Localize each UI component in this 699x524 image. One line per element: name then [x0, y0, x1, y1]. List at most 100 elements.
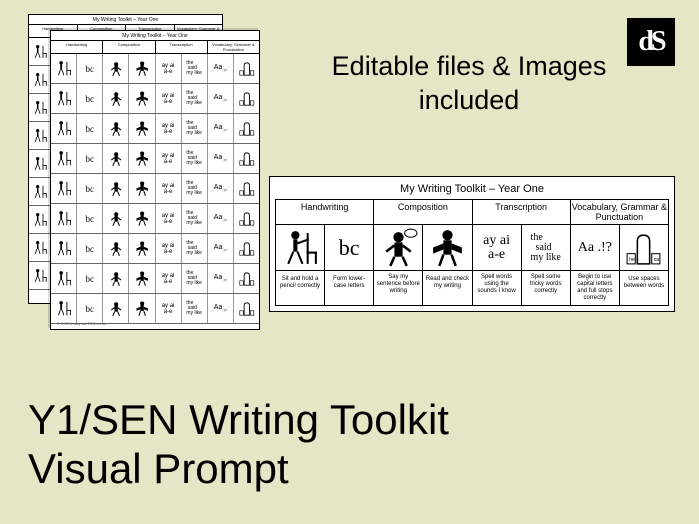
cell-label: Sit and hold a pencil correctly: [276, 271, 324, 295]
page-front-title: My Writing Toolkit – Year One: [51, 31, 259, 41]
mini-bc-icon: bc: [77, 54, 103, 83]
mini-bc-icon: bc: [77, 204, 103, 233]
mini-sit-icon: [51, 264, 77, 293]
mini-aa-icon: Aa.!?: [208, 114, 234, 143]
mini-think-icon: [103, 174, 129, 203]
strip-header: Transcription: [473, 200, 571, 225]
cell-label: Use spaces between words: [620, 271, 668, 295]
mini-aa-icon: Aa.!?: [208, 204, 234, 233]
mini-space-icon: [234, 144, 259, 173]
mini-aa-icon: Aa.!?: [208, 174, 234, 203]
strip-title: My Writing Toolkit – Year One: [275, 182, 669, 199]
subtitle-text: Editable files & Images included: [329, 50, 609, 118]
brand-logo: dS: [627, 18, 675, 66]
mini-aa-icon: Aa.!?: [208, 84, 234, 113]
mini-think-icon: [103, 114, 129, 143]
mini-the-icon: the saidmy like: [182, 114, 208, 143]
svg-text:ca: ca: [654, 257, 660, 263]
col-header: Vocabulary, Grammar & Punctuation: [208, 41, 259, 53]
toolkit-strip-detail: My Writing Toolkit – Year One Handwritin…: [269, 176, 675, 312]
mini-ayai-icon: ay aia-e: [156, 264, 182, 293]
letters-bc-icon: bc: [325, 225, 373, 271]
mini-aa-icon: Aa.!?: [208, 54, 234, 83]
mini-sit-icon: [51, 234, 77, 263]
mini-think-icon: [103, 204, 129, 233]
mini-aa-icon: Aa.!?: [208, 264, 234, 293]
mini-read-icon: [129, 114, 155, 143]
mini-think-icon: [103, 144, 129, 173]
mini-bc-icon: bc: [77, 264, 103, 293]
mini-strip-row: bc ay aia-e the saidmy like Aa.!?: [51, 54, 259, 84]
cell-label: Spell words using the sounds I know: [473, 271, 521, 298]
mini-think-icon: [103, 54, 129, 83]
toolkit-cell-caps: Aa .!? Begin to use capital letters and …: [571, 225, 620, 305]
mini-think-icon: [103, 84, 129, 113]
mini-strip-row: bc ay aia-e the saidmy like Aa.!?: [51, 114, 259, 144]
mini-strip-row: bc ay aia-e the saidmy like Aa.!?: [51, 174, 259, 204]
col-header: Composition: [103, 41, 155, 53]
mini-sit-icon: [51, 174, 77, 203]
page-front-headers: Handwriting Composition Transcription Vo…: [51, 41, 259, 54]
mini-space-icon: [234, 114, 259, 143]
strip-headers: Handwriting Composition Transcription Vo…: [276, 200, 668, 225]
mini-bc-icon: bc: [77, 114, 103, 143]
mini-ayai-icon: ay aia-e: [156, 84, 182, 113]
mini-ayai-icon: ay aia-e: [156, 294, 182, 323]
cell-label: Form lower-case letters: [325, 271, 373, 295]
mini-space-icon: [234, 234, 259, 263]
cell-label: Spell some tricky words correctly: [522, 271, 570, 298]
mini-ayai-icon: ay aia-e: [156, 204, 182, 233]
sit-chair-icon: [276, 225, 324, 271]
mini-space-icon: [234, 204, 259, 233]
mini-read-icon: [129, 234, 155, 263]
mini-ayai-icon: ay aia-e: [156, 114, 182, 143]
cell-label: Begin to use capital letters and full st…: [571, 271, 619, 305]
mini-the-icon: the saidmy like: [182, 84, 208, 113]
mini-ayai-icon: ay aia-e: [156, 234, 182, 263]
mini-bc-icon: bc: [77, 144, 103, 173]
mini-space-icon: [234, 174, 259, 203]
mini-the-icon: the saidmy like: [182, 54, 208, 83]
col-header: Handwriting: [51, 41, 103, 53]
copyright-footer: © DSPrimary via TES.co.uk: [57, 321, 106, 326]
svg-text:he: he: [630, 257, 636, 263]
mini-read-icon: [129, 294, 155, 323]
mini-space-icon: [234, 294, 259, 323]
mini-space-icon: [234, 84, 259, 113]
toolkit-cell-spaces: he ca Use spaces between words: [620, 225, 668, 305]
mini-sit-icon: [51, 114, 77, 143]
mini-read-icon: [129, 264, 155, 293]
mini-think-icon: [103, 294, 129, 323]
mini-the-icon: the saidmy like: [182, 174, 208, 203]
mini-aa-icon: Aa.!?: [208, 144, 234, 173]
toolkit-cell-sounds: ay aia-e Spell words using the sounds I …: [473, 225, 522, 305]
mini-strip-row: bc ay aia-e the saidmy like Aa.!?: [51, 264, 259, 294]
toolkit-cell-read: Read and check my writing: [423, 225, 472, 305]
mini-aa-icon: Aa.!?: [208, 234, 234, 263]
capitals-punct-icon: Aa .!?: [571, 225, 619, 271]
phonics-ayai-icon: ay aia-e: [473, 225, 521, 271]
toolkit-cell-sit: Sit and hold a pencil correctly: [276, 225, 325, 305]
mini-sit-icon: [51, 294, 77, 323]
mini-bc-icon: bc: [77, 294, 103, 323]
mini-bc-icon: bc: [77, 174, 103, 203]
mini-bc-icon: bc: [77, 84, 103, 113]
mini-strip-row: bc ay aia-e the saidmy like Aa.!?: [51, 144, 259, 174]
mini-space-icon: [234, 54, 259, 83]
mini-read-icon: [129, 174, 155, 203]
think-figure-icon: [374, 225, 422, 271]
tricky-words-icon: the saidmy like: [522, 225, 570, 271]
strip-header: Handwriting: [276, 200, 374, 225]
mini-strip-row: bc ay aia-e the saidmy like Aa.!?: [51, 84, 259, 114]
mini-aa-icon: Aa.!?: [208, 294, 234, 323]
mini-sit-icon: [51, 144, 77, 173]
mini-ayai-icon: ay aia-e: [156, 54, 182, 83]
mini-sit-icon: [51, 204, 77, 233]
page-preview-front: My Writing Toolkit – Year One Handwritin…: [50, 30, 260, 330]
mini-bc-icon: bc: [77, 234, 103, 263]
mini-read-icon: [129, 54, 155, 83]
strip-header: Vocabulary, Grammar & Punctuation: [571, 200, 668, 225]
mini-read-icon: [129, 84, 155, 113]
cell-label: Say my sentence before writing: [374, 271, 422, 298]
mini-ayai-icon: ay aia-e: [156, 144, 182, 173]
